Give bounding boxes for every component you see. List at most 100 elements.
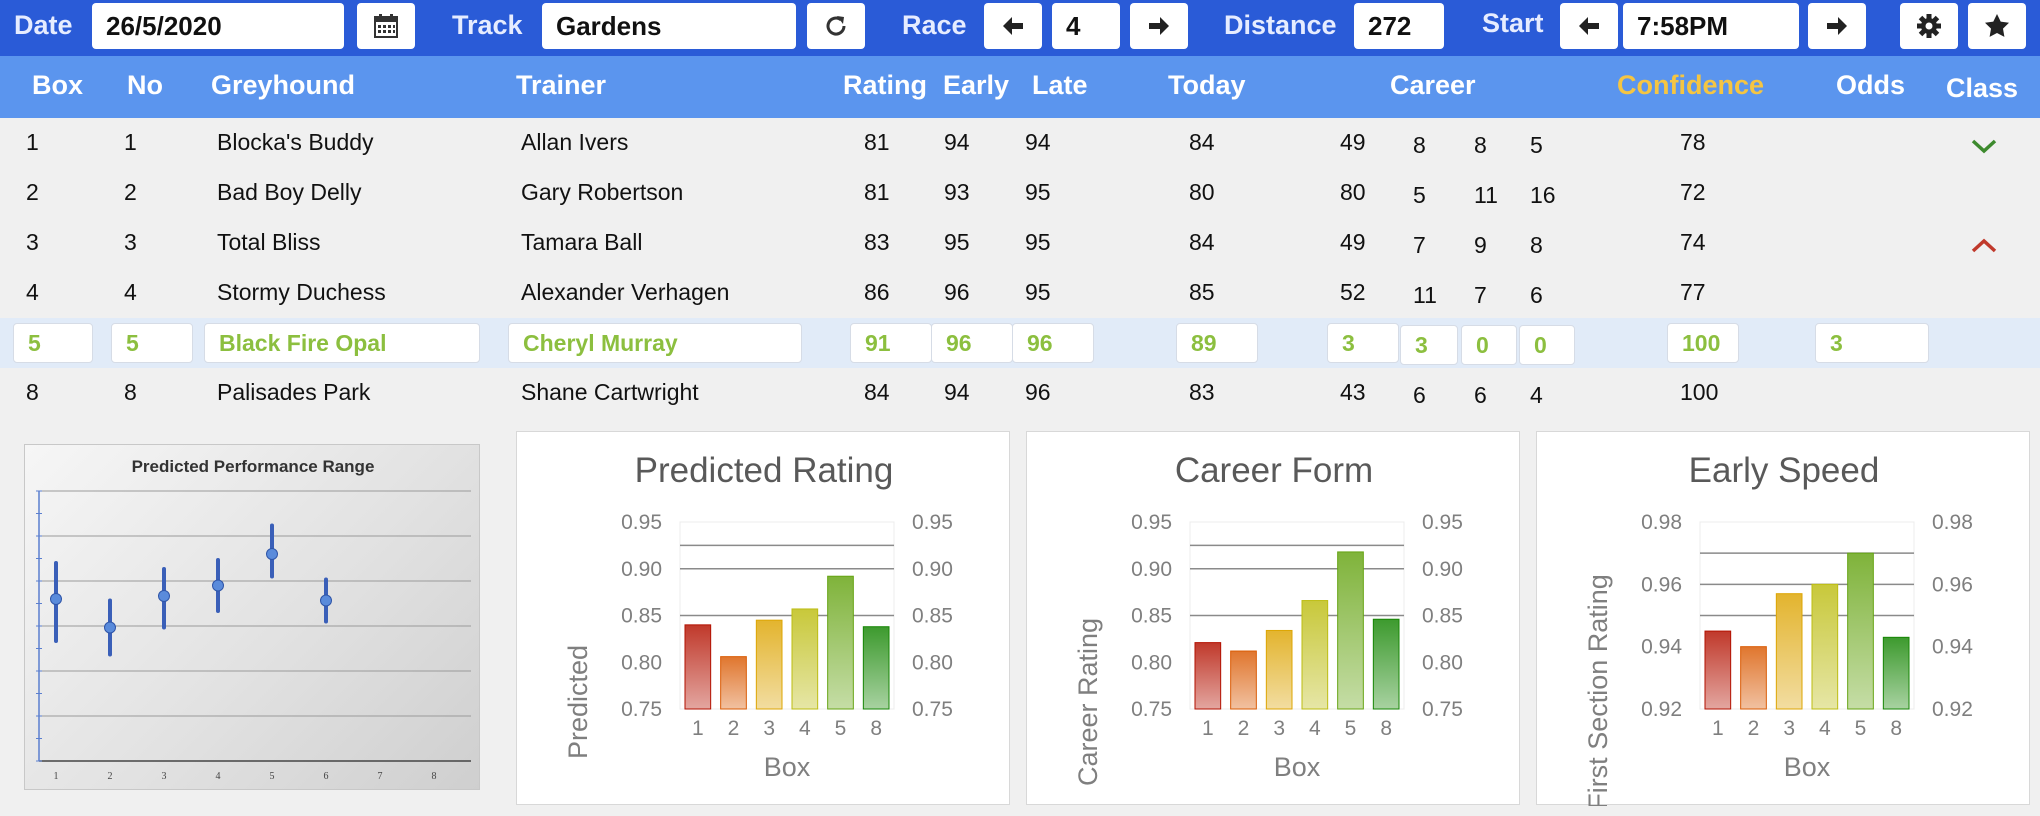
cell-no: 8 bbox=[124, 379, 137, 405]
edit-greyhound[interactable]: Black Fire Opal bbox=[204, 323, 480, 363]
cell-greyhound: Total Bliss bbox=[217, 229, 321, 255]
distance-label: Distance bbox=[1224, 10, 1337, 40]
table-row-selected[interactable]: 5 5 Black Fire Opal Cheryl Murray 91 96 … bbox=[0, 318, 2040, 368]
cell-early: 94 bbox=[944, 379, 970, 405]
bar-box-4[interactable] bbox=[1301, 600, 1329, 710]
edit-career-1[interactable]: 3 bbox=[1327, 323, 1399, 363]
start-next-button[interactable] bbox=[1808, 3, 1866, 49]
bar-box-3[interactable] bbox=[1775, 593, 1803, 710]
start-prev-button[interactable] bbox=[1560, 3, 1618, 49]
race-prev-button[interactable] bbox=[984, 3, 1042, 49]
edit-career-2[interactable]: 3 bbox=[1400, 325, 1458, 365]
y-tick-label: 0.92 bbox=[1641, 698, 1682, 721]
cell-career-2: 5 bbox=[1413, 182, 1426, 208]
cell-career-1: 52 bbox=[1340, 279, 1366, 305]
cell-confidence: 100 bbox=[1680, 379, 1719, 405]
bar-box-2[interactable] bbox=[720, 656, 747, 710]
y-tick-label-right: 0.92 bbox=[1932, 698, 1973, 721]
column-header-confidence[interactable]: Confidence bbox=[1617, 70, 1765, 100]
cell-confidence: 74 bbox=[1680, 229, 1706, 255]
y-tick-label-right: 0.85 bbox=[912, 605, 953, 628]
career-form-chart: Career Form Career Rating Box 0.75 0.75 0.… bbox=[1073, 451, 1463, 786]
edit-late[interactable]: 96 bbox=[1012, 323, 1094, 363]
edit-odds[interactable]: 3 bbox=[1815, 323, 1929, 363]
bar-box-3[interactable] bbox=[1265, 629, 1293, 710]
column-header-no[interactable]: No bbox=[127, 70, 163, 100]
bar-box-4[interactable] bbox=[1811, 583, 1839, 710]
column-header-early[interactable]: Early bbox=[943, 70, 1010, 100]
cell-career-4: 16 bbox=[1530, 182, 1556, 208]
table-row[interactable]: 8 8 Palisades Park Shane Cartwright 84 9… bbox=[0, 368, 2040, 418]
start-time-field[interactable]: 7:58PM bbox=[1623, 3, 1799, 49]
column-header-odds[interactable]: Odds bbox=[1836, 70, 1906, 100]
favorite-button[interactable] bbox=[1968, 3, 2026, 49]
career-form-panel: Career Form Career Rating Box 0.75 0.75 0.… bbox=[1026, 431, 1520, 805]
calendar-button[interactable] bbox=[357, 3, 415, 49]
cell-rating: 81 bbox=[864, 179, 890, 205]
cell-career-1: 49 bbox=[1340, 229, 1366, 255]
table-row[interactable]: 4 4 Stormy Duchess Alexander Verhagen 86… bbox=[0, 268, 2040, 318]
cell-trainer: Alexander Verhagen bbox=[521, 279, 730, 305]
bar-box-4[interactable] bbox=[791, 608, 819, 710]
cell-career-1: 80 bbox=[1340, 179, 1366, 205]
cell-career-3: 7 bbox=[1474, 282, 1487, 308]
bar-box-8[interactable] bbox=[1372, 618, 1400, 710]
track-field[interactable]: Gardens bbox=[542, 3, 796, 49]
y-tick-label-right: 0.85 bbox=[1422, 605, 1463, 628]
column-header-box[interactable]: Box bbox=[32, 70, 84, 100]
bar-box-2[interactable] bbox=[1230, 650, 1257, 710]
distance-field[interactable]: 272 bbox=[1354, 3, 1444, 49]
table-row[interactable]: 2 2 Bad Boy Delly Gary Robertson 81 93 9… bbox=[0, 168, 2040, 218]
range-point-6 bbox=[320, 594, 332, 607]
column-header-trainer[interactable]: Trainer bbox=[516, 70, 607, 100]
bar-box-1[interactable] bbox=[1194, 642, 1222, 710]
x-tick-label: 2 bbox=[728, 717, 740, 740]
edit-no[interactable]: 5 bbox=[111, 323, 193, 363]
cell-early: 95 bbox=[944, 229, 970, 255]
edit-early[interactable]: 96 bbox=[931, 323, 1013, 363]
column-header-class[interactable]: Class bbox=[1946, 73, 2019, 103]
race-next-button[interactable] bbox=[1130, 3, 1188, 49]
cell-box: 8 bbox=[26, 379, 39, 405]
column-header-late[interactable]: Late bbox=[1032, 70, 1088, 100]
table-row[interactable]: 3 3 Total Bliss Tamara Ball 83 95 95 84 … bbox=[0, 218, 2040, 268]
bar-box-5[interactable] bbox=[1337, 551, 1364, 710]
cell-today: 85 bbox=[1189, 279, 1215, 305]
edit-today[interactable]: 89 bbox=[1176, 323, 1258, 363]
range-point-5 bbox=[266, 548, 278, 560]
race-field[interactable]: 4 bbox=[1052, 3, 1120, 49]
race-label: Race bbox=[902, 10, 967, 40]
cell-greyhound: Blocka's Buddy bbox=[217, 129, 374, 155]
bar-box-1[interactable] bbox=[1704, 630, 1732, 710]
edit-career-3[interactable]: 0 bbox=[1461, 325, 1517, 365]
column-header-today[interactable]: Today bbox=[1168, 70, 1246, 100]
edit-box[interactable]: 5 bbox=[13, 323, 93, 363]
column-header-career[interactable]: Career bbox=[1390, 70, 1476, 100]
cell-no: 2 bbox=[124, 179, 137, 205]
cell-career-4: 5 bbox=[1530, 132, 1543, 158]
column-header-greyhound[interactable]: Greyhound bbox=[211, 70, 356, 100]
edit-rating[interactable]: 91 bbox=[850, 323, 932, 363]
x-tick-label: 5 bbox=[270, 771, 275, 782]
cell-today: 84 bbox=[1189, 229, 1215, 255]
table-row[interactable]: 1 1 Blocka's Buddy Allan Ivers 81 94 94 … bbox=[0, 118, 2040, 168]
edit-trainer[interactable]: Cheryl Murray bbox=[508, 323, 802, 363]
y-tick-label-right: 0.75 bbox=[912, 698, 953, 721]
bar-box-2[interactable] bbox=[1740, 646, 1767, 710]
refresh-button[interactable] bbox=[807, 3, 865, 49]
x-tick-label: 5 bbox=[1345, 717, 1357, 740]
bar-box-8[interactable] bbox=[1882, 636, 1910, 710]
bar-box-3[interactable] bbox=[755, 619, 783, 710]
bar-box-5[interactable] bbox=[827, 575, 854, 710]
column-header-rating[interactable]: Rating bbox=[843, 70, 927, 100]
bar-box-5[interactable] bbox=[1847, 552, 1874, 710]
cell-late: 94 bbox=[1025, 129, 1051, 155]
bar-box-1[interactable] bbox=[684, 624, 712, 710]
edit-career-4[interactable]: 0 bbox=[1519, 325, 1575, 365]
date-field[interactable]: 26/5/2020 bbox=[92, 3, 344, 49]
edit-confidence[interactable]: 100 bbox=[1667, 323, 1739, 363]
cell-today: 80 bbox=[1189, 179, 1215, 205]
y-tick-label: 0.85 bbox=[1131, 605, 1172, 628]
settings-button[interactable] bbox=[1900, 3, 1958, 49]
bar-box-8[interactable] bbox=[862, 626, 890, 710]
